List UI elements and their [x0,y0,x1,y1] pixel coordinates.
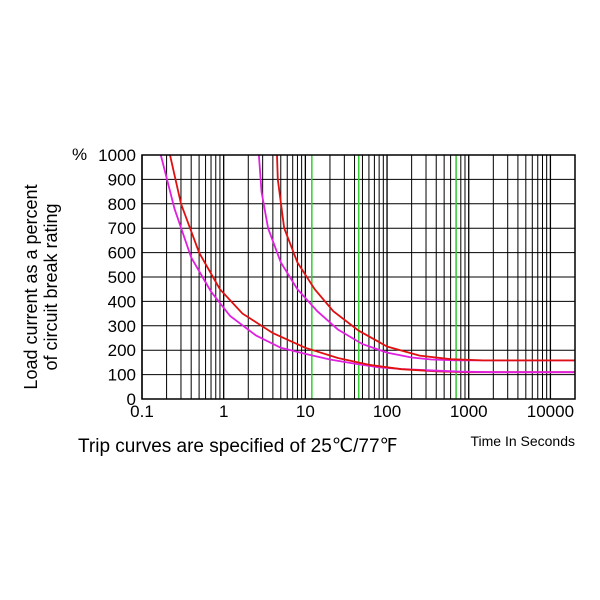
y-axis-label-line1: Load current as a percent [21,184,41,389]
y-tick-label: 500 [108,268,136,287]
trip-curve-magenta-left [159,155,427,372]
y-tick-label: 1000 [98,146,136,165]
y-tick-label: 600 [108,244,136,263]
trip-curves [159,155,575,374]
x-tick-label: 100 [373,402,401,421]
x-tick-labels: 0.1 1 10 100 1000 10000 [130,402,574,421]
x-tick-label: 1 [219,402,228,421]
y-tick-label: 300 [108,317,136,336]
x-axis-label: Time In Seconds [470,433,575,449]
x-tick-label: 1000 [450,402,488,421]
y-tick-label: 800 [108,195,136,214]
y-tick-label: 700 [108,219,136,238]
trip-curve-red-right [276,155,575,362]
x-tick-label: 10 [296,402,315,421]
trip-curve-magenta-bottom [425,369,575,374]
y-tick-label: 200 [108,341,136,360]
x-tick-label: 10000 [527,402,574,421]
y-tick-labels: 0 100 200 300 400 500 600 700 800 900 1000 [98,146,136,409]
chart-caption: Trip curves are specified of 25℃/77℉ [78,436,398,457]
y-unit-symbol: % [72,145,87,164]
trip-curve-magenta-right [258,155,575,362]
y-axis-label-line2: of circuit break rating [41,203,61,370]
plot-frame [141,154,576,400]
y-tick-label: 0 [127,390,136,409]
y-tick-label: 900 [108,170,136,189]
y-tick-label: 400 [108,292,136,311]
y-tick-label: 100 [108,366,136,385]
x-tick-label: 0.1 [130,402,154,421]
